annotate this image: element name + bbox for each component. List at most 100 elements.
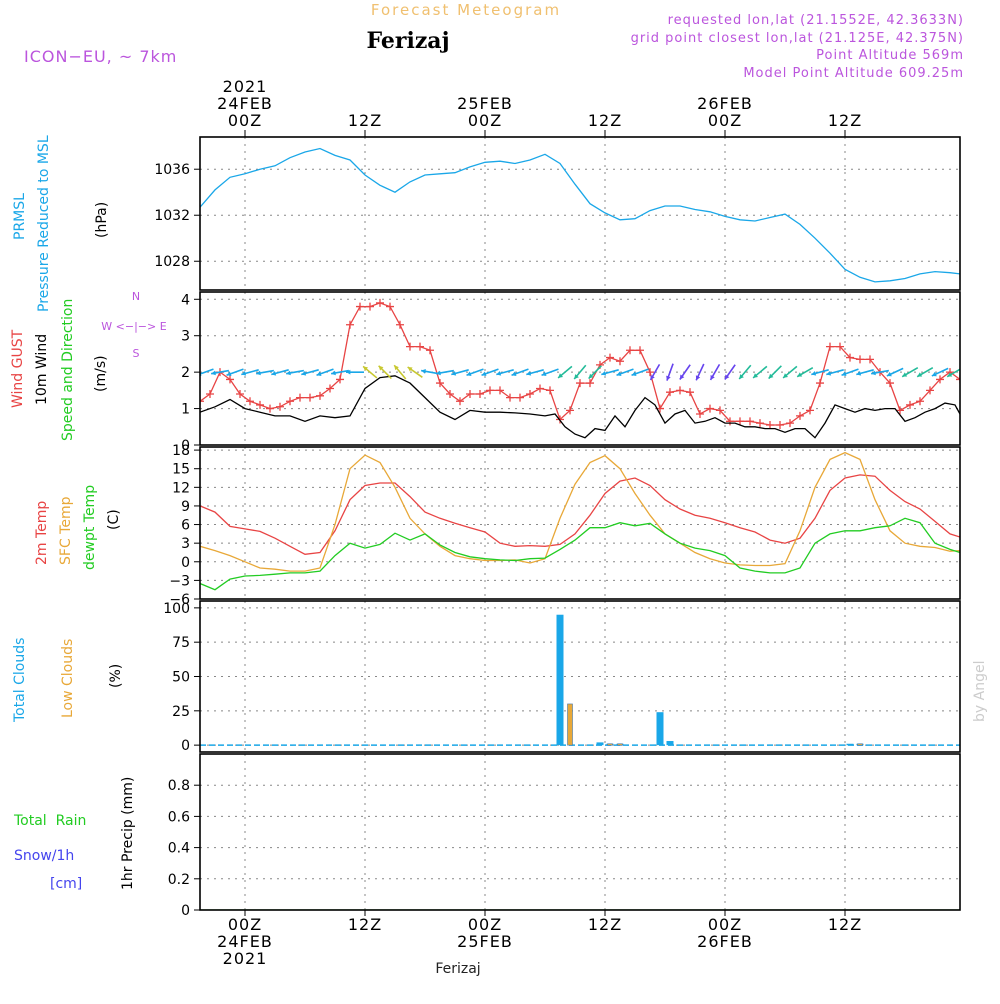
wind-arrow (330, 369, 350, 376)
gust-point (486, 386, 494, 395)
wind-arrow (724, 364, 736, 380)
panel-4: 0 0.2 0.4 0.6 0.8 (168, 753, 961, 919)
series-dewpt-temp (200, 517, 960, 591)
plot-area (200, 451, 960, 591)
wind-arrow (649, 363, 661, 381)
gust-point (796, 411, 804, 420)
gust-point (426, 346, 434, 355)
wind-arrow (782, 365, 798, 379)
gust-point (446, 390, 454, 398)
wind-arrow (901, 366, 919, 378)
wind-arrow (451, 369, 469, 376)
bar-low-clouds (607, 743, 613, 746)
pressure-unit: (hPa) (94, 202, 110, 238)
side-labels: PRMSL Pressure Reduced to MSL (hPa) Wind… (10, 135, 167, 892)
y-tick-label: 0.8 (168, 778, 190, 794)
series-10m-wind (200, 375, 960, 439)
low-clouds-label: Low Clouds (60, 639, 76, 718)
wind-arrow (916, 366, 934, 378)
top-time-label: 12Z (348, 111, 382, 130)
location-title: Ferizaj (366, 28, 449, 54)
gust-point (506, 393, 514, 402)
gust-point (746, 417, 754, 426)
wind-arrow (679, 364, 691, 380)
top-time-label: 00Z (708, 111, 742, 130)
gust-point (316, 391, 324, 400)
gust-point (816, 379, 824, 388)
bottom-time-label: 24FEB (217, 932, 273, 951)
wind-arrow (695, 363, 705, 381)
wind-arrow (210, 369, 230, 376)
wind-arrow (393, 364, 407, 380)
gust-point (536, 384, 544, 393)
bottom-time-label: 12Z (588, 915, 622, 934)
wind-arrow (481, 368, 499, 376)
y-tick-label: 6 (181, 518, 190, 534)
point-altitude: Point Altitude 569m (816, 48, 964, 63)
wind-arrow (826, 369, 844, 376)
top-time-label: 00Z (468, 111, 502, 130)
wind-arrow (285, 369, 305, 376)
gust-point (456, 397, 464, 406)
total-clouds-label: Total Clouds (12, 638, 28, 723)
gust-point (566, 406, 574, 415)
gust-point (856, 355, 864, 364)
wind-arrow (631, 368, 649, 376)
y-tick-label: 4 (181, 292, 190, 308)
temp-dewpt-label: dewpt Temp (82, 485, 98, 570)
y-tick-label: 12 (172, 480, 190, 496)
gust-point (236, 390, 244, 398)
y-tick-label: 15 (172, 462, 190, 478)
panel-frame (199, 753, 961, 911)
gust-point (616, 357, 624, 366)
bottom-time-label: 25FEB (457, 932, 513, 951)
wind-arrow (557, 365, 573, 379)
gust-point (916, 397, 924, 406)
grid-point-coords: grid point closest lon,lat (21.125E, 42.… (631, 31, 964, 46)
wind-arrow (796, 366, 814, 378)
temp-unit: (C) (106, 509, 122, 530)
wind-arrow (768, 365, 782, 380)
bar-total-clouds (556, 614, 564, 746)
bar-total-clouds (846, 743, 854, 746)
wind-arrow (496, 369, 514, 376)
gust-point (686, 388, 694, 397)
gust-point (696, 410, 704, 419)
gust-point (326, 384, 334, 393)
wind-arrow (541, 368, 559, 376)
gust-point (756, 419, 764, 428)
wind-arrow (752, 365, 768, 379)
y-tick-label: 0 (181, 903, 190, 919)
gust-point (786, 419, 794, 428)
panel-frame (199, 600, 961, 753)
wind-arrow (407, 366, 423, 378)
wind-arrow (301, 369, 319, 376)
gust-point (626, 346, 634, 355)
bar-low-clouds (567, 703, 573, 746)
bar-low-clouds (617, 743, 623, 746)
plot-area (200, 614, 960, 746)
pressure-msl-label: Pressure Reduced to MSL (36, 135, 52, 312)
requested-coords: requested lon,lat (21.1552E, 42.3633N) (668, 13, 964, 28)
wind-arrow (226, 368, 244, 376)
wind-arrow (526, 369, 544, 376)
bottom-time-label: 2021 (223, 949, 268, 968)
top-time-label: 12Z (828, 111, 862, 130)
bottom-time-label: 12Z (828, 915, 862, 934)
y-tick-label: −6 (169, 592, 190, 608)
gust-point (306, 393, 314, 402)
gust-point (436, 379, 444, 388)
gust-point (396, 320, 404, 329)
gust-point (356, 302, 364, 311)
compass-south: S (133, 347, 140, 360)
gust-point (836, 342, 844, 351)
compass-west-east: W <−|−> E (101, 320, 166, 333)
gust-point (606, 353, 614, 362)
gust-point (906, 400, 914, 409)
wind-arrow (738, 364, 752, 380)
series-sfc-temp (200, 451, 960, 572)
wind-arrow (573, 364, 587, 380)
gust-point (336, 375, 344, 384)
